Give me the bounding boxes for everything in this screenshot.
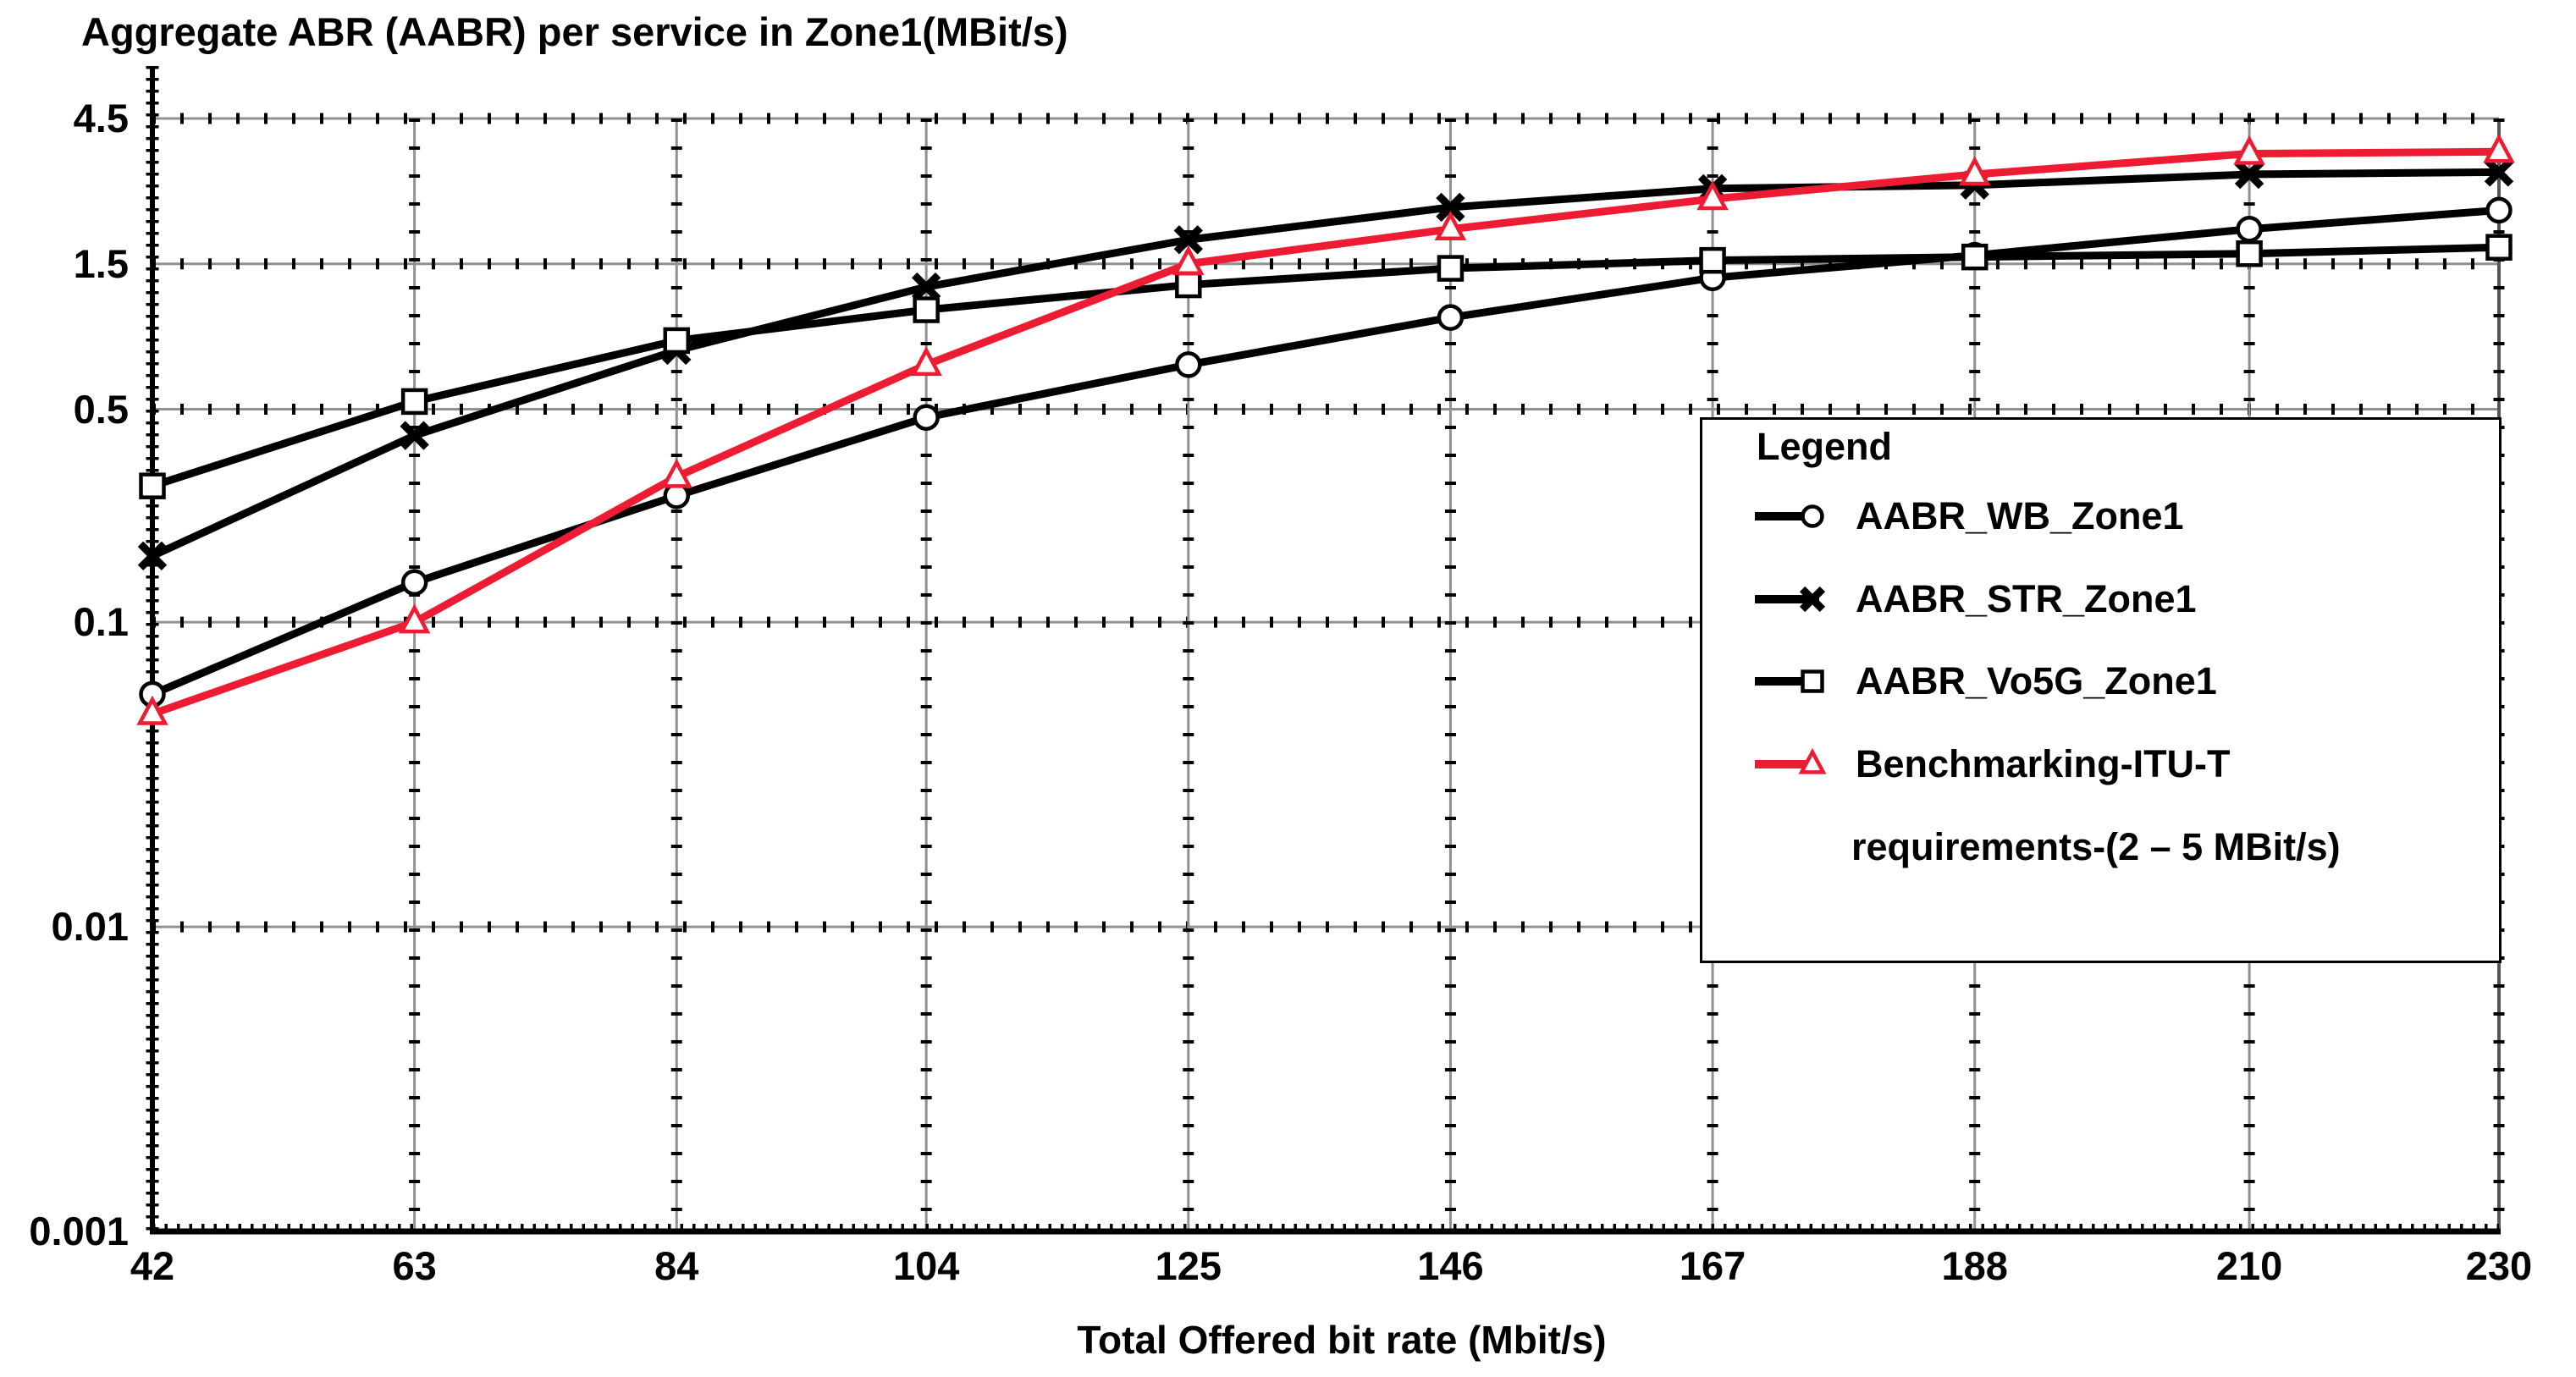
legend-entry-AABR_Vo5G_Zone1: AABR_Vo5G_Zone1 — [1753, 658, 2217, 704]
marker-circle — [1437, 304, 1465, 331]
marker-square — [400, 388, 428, 416]
x-tick-label: 42 — [130, 1243, 175, 1288]
y-tick-label: 4.5 — [73, 96, 129, 140]
series-line-AABR_WB_Zone1 — [151, 206, 2500, 698]
marker-xstar — [137, 541, 168, 571]
marker-triangle — [2483, 133, 2515, 163]
marker-square — [2236, 240, 2263, 267]
marker-triangle — [910, 346, 942, 377]
legend-label: Benchmarking-ITU-T — [1856, 742, 2231, 785]
marker-square — [2485, 234, 2513, 261]
marker-circle — [913, 404, 940, 431]
legend-label-line2: requirements-(2 – 5 MBit/s) — [1851, 825, 2341, 868]
y-tick-label: 0.01 — [51, 904, 129, 950]
marker-square — [913, 296, 940, 323]
y-tick-label: 0.1 — [73, 599, 129, 645]
marker-triangle — [136, 695, 168, 725]
x-tick-label: 63 — [392, 1243, 437, 1288]
x-tick-label: 104 — [892, 1243, 960, 1288]
marker-square — [1175, 271, 1202, 299]
marker-triangle — [1958, 156, 1991, 186]
marker-xstar — [2234, 159, 2264, 190]
legend-marker-sample-xstar-icon — [1755, 586, 1826, 613]
x-tick-label: 84 — [654, 1243, 699, 1288]
marker-xstar — [1799, 586, 1826, 613]
y-tick-label: 1.5 — [73, 240, 129, 286]
marker-xstar — [2484, 157, 2514, 187]
marker-square — [1961, 243, 1989, 271]
legend-marker-sample-square-icon — [1755, 669, 1824, 693]
legend-label: AABR_Vo5G_Zone1 — [1856, 659, 2217, 702]
marker-square — [663, 327, 691, 355]
marker-triangle — [2233, 135, 2265, 165]
marker-triangle — [1434, 210, 1467, 240]
y-tick-label: 0.001 — [29, 1209, 129, 1254]
marker-square — [1801, 669, 1824, 693]
chart-title: Aggregate ABR (AABR) per service in Zone… — [81, 9, 1068, 54]
legend-marker-sample-circle-icon — [1755, 504, 1824, 528]
marker-square — [139, 472, 166, 499]
marker-square — [1699, 246, 1726, 274]
marker-circle — [1801, 504, 1824, 528]
legend-box: Legend AABR_WB_Zone1 AABR_STR_Zone1 AABR_V… — [1700, 417, 2502, 963]
x-tick-label: 210 — [2215, 1243, 2283, 1288]
legend-entry-AABR_STR_Zone1: AABR_STR_Zone1 — [1753, 576, 2197, 622]
marker-xstar — [400, 421, 429, 450]
x-tick-label: 125 — [1155, 1243, 1222, 1288]
marker-triangle — [1798, 747, 1827, 774]
marker-triangle — [1696, 180, 1729, 211]
marker-circle — [400, 569, 428, 596]
series-line-AABR_STR_Zone1 — [151, 168, 2500, 559]
x-tick-label: 230 — [2465, 1243, 2533, 1288]
legend-label: AABR_WB_Zone1 — [1856, 494, 2184, 537]
marker-triangle — [1172, 245, 1205, 276]
y-tick-label: 0.5 — [73, 386, 129, 432]
marker-xstar — [911, 272, 941, 302]
legend-entry-AABR_WB_Zone1: AABR_WB_Zone1 — [1753, 493, 2184, 539]
legend-marker-sample-triangle-icon — [1755, 747, 1827, 774]
marker-circle — [2236, 215, 2263, 243]
marker-square — [1437, 255, 1465, 282]
marker-triangle — [398, 603, 431, 634]
series-line-Benchmarking-ITU-T — [151, 147, 2500, 718]
marker-xstar — [1173, 225, 1203, 255]
legend-entry-Benchmarking-ITU-T: Benchmarking-ITU-T — [1753, 741, 2231, 787]
legend-title: Legend — [1757, 425, 1893, 468]
x-tick-label: 146 — [1417, 1243, 1484, 1288]
marker-circle — [2485, 196, 2513, 224]
marker-triangle — [660, 458, 693, 488]
x-tick-label: 167 — [1679, 1243, 1746, 1288]
marker-xstar — [1436, 192, 1465, 223]
series-line-AABR_Vo5G_Zone1 — [151, 243, 2500, 490]
marker-circle — [1175, 351, 1202, 378]
x-axis-label: Total Offered bit rate (Mbit/s) — [1077, 1318, 1607, 1362]
legend-label: AABR_STR_Zone1 — [1856, 577, 2197, 620]
x-tick-label: 188 — [1941, 1243, 2008, 1288]
